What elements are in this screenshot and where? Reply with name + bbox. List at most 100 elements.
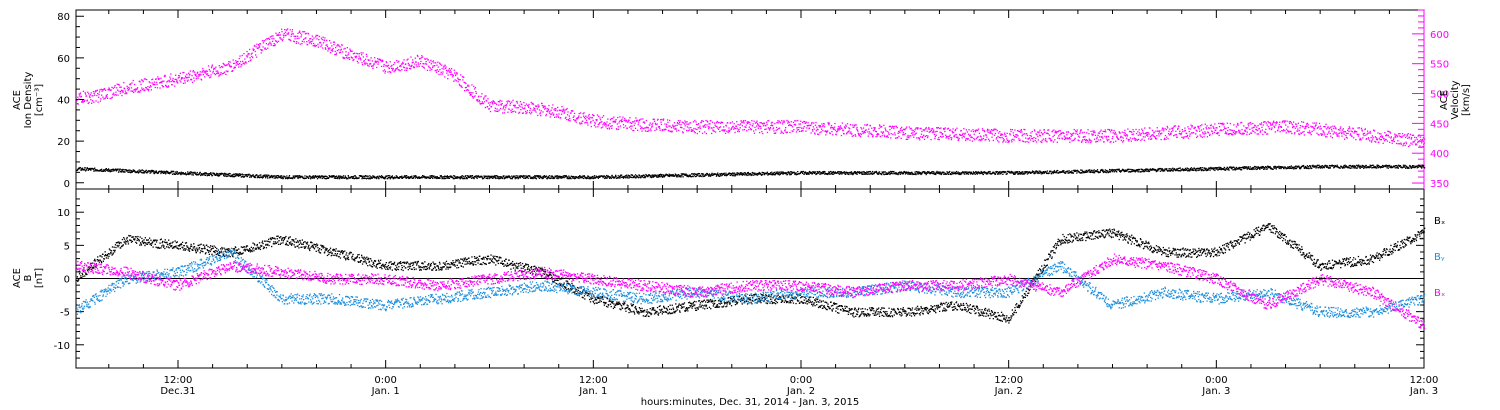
data-point <box>594 123 596 125</box>
data-point <box>144 89 146 91</box>
data-point <box>92 168 95 170</box>
data-point <box>466 89 468 91</box>
data-point <box>389 175 391 177</box>
data-point <box>619 116 621 118</box>
data-point <box>1220 168 1222 171</box>
data-point <box>356 60 358 62</box>
data-point <box>332 175 335 178</box>
data-point <box>168 173 171 175</box>
data-point <box>592 175 594 178</box>
data-point <box>262 46 264 48</box>
data-point <box>525 103 528 105</box>
data-point <box>129 169 131 172</box>
data-point <box>1187 170 1190 172</box>
data-point <box>653 174 655 176</box>
data-point <box>504 109 506 111</box>
data-point <box>1061 171 1064 173</box>
x-tick-date: Jan. 1 <box>371 386 400 397</box>
data-point <box>753 172 755 174</box>
data-point <box>358 177 360 179</box>
data-point <box>294 175 296 177</box>
data-point <box>679 175 682 177</box>
data-point <box>298 31 300 33</box>
data-point <box>659 176 661 178</box>
data-point <box>343 48 345 50</box>
data-point <box>684 125 686 127</box>
data-point <box>676 122 679 124</box>
data-point <box>384 70 387 72</box>
data-point <box>138 169 140 171</box>
data-point <box>1115 169 1117 171</box>
data-point <box>513 104 515 107</box>
data-point <box>1350 165 1353 167</box>
data-point <box>958 172 961 174</box>
data-point <box>1092 170 1094 172</box>
data-point <box>899 173 901 175</box>
data-point <box>1101 169 1103 172</box>
data-point <box>561 111 564 113</box>
data-point <box>613 116 615 118</box>
data-point <box>671 130 673 132</box>
data-point <box>314 45 316 47</box>
data-point <box>804 171 807 173</box>
data-point <box>1261 167 1263 169</box>
data-point <box>642 121 644 123</box>
data-point <box>361 62 363 64</box>
data-point <box>92 95 94 97</box>
data-point <box>258 45 260 47</box>
data-point <box>189 73 191 76</box>
data-point <box>637 129 639 131</box>
data-point <box>204 172 206 175</box>
data-point <box>376 60 378 62</box>
data-point <box>849 171 852 174</box>
data-point <box>977 172 979 174</box>
data-point <box>1088 169 1090 171</box>
data-point <box>171 79 174 82</box>
data-point <box>281 177 283 179</box>
data-point <box>605 126 607 128</box>
data-point <box>126 169 129 172</box>
data-point <box>416 64 418 66</box>
data-point <box>367 177 369 179</box>
data-point <box>231 176 233 178</box>
data-point <box>287 32 290 34</box>
data-point <box>1062 170 1064 172</box>
data-point <box>447 78 449 80</box>
data-point <box>547 108 550 110</box>
data-point <box>656 119 659 121</box>
data-point <box>575 176 577 178</box>
data-point <box>1144 169 1146 171</box>
data-point <box>199 171 201 174</box>
data-point <box>1106 170 1109 172</box>
data-point <box>375 177 377 179</box>
data-point <box>383 176 385 178</box>
data-point <box>449 71 451 73</box>
data-point <box>223 71 226 73</box>
data-point <box>312 175 314 177</box>
data-point <box>328 48 330 50</box>
data-point <box>432 177 434 179</box>
data-point <box>1416 167 1418 169</box>
data-point <box>901 173 903 175</box>
data-point <box>659 127 661 129</box>
data-point <box>1067 170 1069 173</box>
data-point <box>496 175 498 177</box>
data-point <box>405 63 407 65</box>
data-point <box>678 174 680 176</box>
data-point <box>199 73 201 75</box>
data-point <box>668 173 670 175</box>
data-point <box>452 75 454 77</box>
data-point <box>494 176 496 178</box>
data-point <box>1290 167 1292 169</box>
data-point <box>391 69 393 71</box>
data-point <box>489 177 492 179</box>
data-point <box>1141 168 1144 171</box>
data-point <box>501 100 503 102</box>
data-point <box>1199 167 1202 169</box>
data-point <box>772 174 774 176</box>
data-point <box>217 72 220 75</box>
data-point <box>1118 169 1120 171</box>
data-point <box>819 173 821 175</box>
data-point <box>1149 168 1151 170</box>
data-point <box>382 70 384 72</box>
